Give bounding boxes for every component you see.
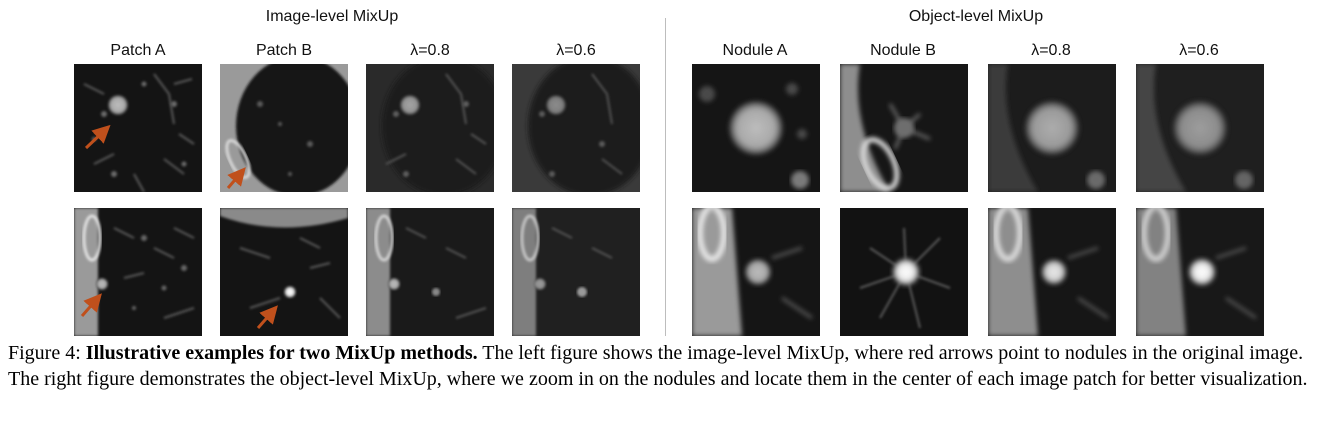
arrow-icon (84, 124, 111, 150)
ct-right-lambda-08-row2 (988, 208, 1116, 336)
ct-left-lambda-06-row2 (512, 208, 640, 336)
ct-nodule-b-row1 (840, 64, 968, 192)
col-label-patch-b: Patch B (255, 42, 313, 59)
ct-right-lambda-06-row2 (1136, 208, 1264, 336)
arrow-icon (80, 293, 102, 317)
ct-nodule-b-row2 (840, 208, 968, 336)
col-label-right-lambda-08: λ=0.8 (1031, 42, 1071, 59)
ct-left-lambda-08-row2 (366, 208, 494, 336)
col-label-nodule-b: Nodule B (870, 42, 936, 59)
col-label-right-lambda-06: λ=0.6 (1179, 42, 1219, 59)
image-level-title: Image-level MixUp (265, 8, 399, 25)
figure-caption: Figure 4: Illustrative examples for two … (8, 340, 1336, 392)
ct-right-lambda-08-row1 (988, 64, 1116, 192)
ct-patch-b-row2 (220, 208, 348, 336)
col-label-patch-a: Patch A (110, 42, 166, 59)
ct-patch-a-row2 (74, 208, 202, 336)
ct-nodule-a-row1 (692, 64, 820, 192)
caption-bold: Illustrative examples for two MixUp meth… (85, 342, 478, 364)
caption-text: The left figure shows the image-level Mi… (8, 342, 1308, 390)
group-divider (665, 18, 666, 336)
arrow-icon (226, 167, 246, 189)
ct-patch-a-row1 (74, 64, 202, 192)
arrow-icon (256, 305, 278, 329)
ct-left-lambda-06-row1 (512, 64, 640, 192)
object-level-title: Object-level MixUp (908, 8, 1044, 25)
ct-left-lambda-08-row1 (366, 64, 494, 192)
col-label-nodule-a: Nodule A (722, 42, 788, 59)
caption-label: Figure 4: (8, 342, 81, 364)
col-label-left-lambda-06: λ=0.6 (556, 42, 596, 59)
col-label-left-lambda-08: λ=0.8 (410, 42, 450, 59)
ct-right-lambda-06-row1 (1136, 64, 1264, 192)
ct-patch-b-row1 (220, 64, 348, 192)
ct-nodule-a-row2 (692, 208, 820, 336)
